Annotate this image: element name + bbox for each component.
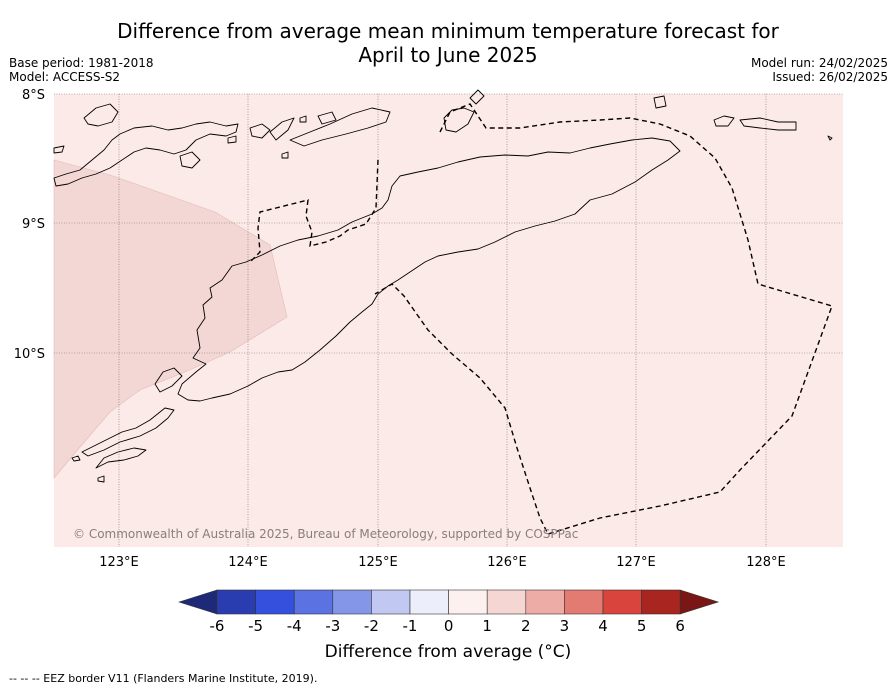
- colorbar: [178, 589, 720, 615]
- colorbar-segment: [332, 589, 372, 615]
- colorbar-extend-low: [178, 589, 218, 615]
- issued-date: Issued: 26/02/2025: [772, 70, 888, 84]
- colorbar-segment: [564, 589, 604, 615]
- colorbar-segment: [371, 589, 411, 615]
- colorbar-segment: [525, 589, 565, 615]
- colorbar-tick-label: 0: [444, 617, 454, 635]
- shaded-region: [53, 159, 288, 479]
- chart-title: Difference from average mean minimum tem…: [0, 19, 896, 67]
- lat-label-8s: 8°S: [22, 88, 45, 103]
- colorbar-tick-label: 3: [560, 617, 570, 635]
- colorbar-tick-label: -1: [403, 617, 418, 635]
- base-period: Base period: 1981-2018: [9, 56, 154, 70]
- info-left: Base period: 1981-2018 Model: ACCESS-S2: [9, 56, 154, 84]
- lon-label-125e: 125°E: [358, 555, 398, 570]
- model-name: Model: ACCESS-S2: [9, 70, 121, 84]
- colorbar-tick-label: 6: [675, 617, 685, 635]
- colorbar-segment: [255, 589, 295, 615]
- copyright-text: © Commonwealth of Australia 2025, Bureau…: [73, 527, 578, 541]
- colorbar-segment: [602, 589, 642, 615]
- colorbar-tick-label: 1: [482, 617, 492, 635]
- coastlines: [53, 89, 833, 483]
- eez-border-west: [249, 159, 379, 263]
- lon-label-127e: 127°E: [616, 555, 656, 570]
- rote-coastline: [154, 367, 183, 393]
- colorbar-segment: [293, 589, 334, 615]
- model-run: Model run: 24/02/2025: [750, 56, 888, 70]
- title-line-1: Difference from average mean minimum tem…: [117, 19, 779, 43]
- colorbar-tick-label: 4: [598, 617, 608, 635]
- eez-footnote: -- -- -- EEZ border V11 (Flanders Marine…: [9, 672, 318, 685]
- colorbar-segment: [641, 589, 681, 615]
- lat-label-9s: 9°S: [22, 217, 45, 232]
- eez-borders: [249, 103, 833, 535]
- eez-border-east: [374, 103, 833, 535]
- colorbar-tick-label: 5: [637, 617, 647, 635]
- colorbar-segment: [409, 589, 449, 615]
- colorbar-tick-label: -5: [248, 617, 263, 635]
- lat-label-10s: 10°S: [14, 347, 45, 362]
- semau-coastline: [81, 407, 175, 457]
- flores-coastline: [53, 121, 239, 187]
- colorbar-segment: [486, 589, 527, 615]
- colorbar-ticks: -6 -5 -4 -3 -2 -1 0 1 2 3 4 5 6: [210, 617, 685, 635]
- alor-coastline: [289, 107, 391, 147]
- lon-label-123e: 123°E: [99, 555, 139, 570]
- colorbar-tick-label: 2: [521, 617, 531, 635]
- colorbar-tick-label: -4: [287, 617, 302, 635]
- colorbar-segment: [216, 589, 256, 615]
- colorbar-tick-label: -3: [325, 617, 340, 635]
- colorbar-tick-label: -2: [364, 617, 379, 635]
- colorbar-segment: [448, 589, 488, 615]
- colorbar-extend-high: [679, 589, 720, 615]
- title-line-2: April to June 2025: [358, 43, 538, 67]
- lon-label-126e: 126°E: [487, 555, 527, 570]
- info-right: Model run: 24/02/2025 Issued: 26/02/2025: [751, 56, 888, 84]
- lon-label-124e: 124°E: [228, 555, 268, 570]
- timor-coastline: [177, 137, 681, 402]
- colorbar-label: Difference from average (°C): [324, 642, 572, 662]
- colorbar-tick-label: -6: [210, 617, 225, 635]
- lon-label-128e: 128°E: [746, 555, 786, 570]
